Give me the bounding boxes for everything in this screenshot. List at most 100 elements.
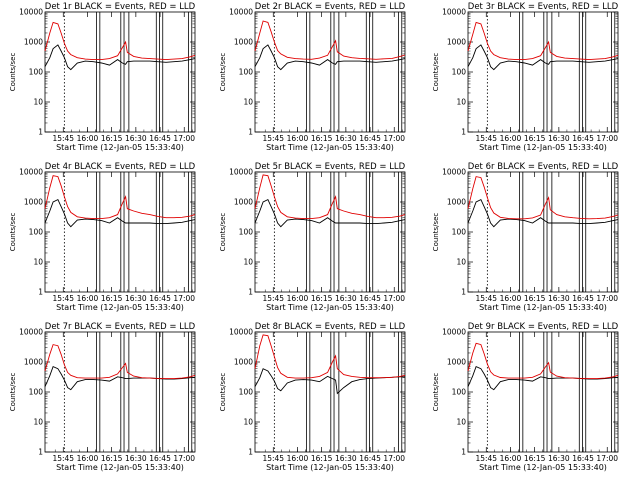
- y-axis-label: Counts/sec: [9, 53, 17, 92]
- lld-series-line: [44, 21, 196, 61]
- x-tick-label: 15:45: [52, 134, 74, 143]
- x-tick-label: 17:00: [596, 454, 618, 463]
- y-tick-label: 1000: [447, 38, 466, 47]
- x-axis-label: Start Time (12-Jan-05 15:33:40): [266, 303, 394, 312]
- x-tick-label: 16:15: [524, 134, 546, 143]
- y-tick-label: 1: [38, 128, 43, 137]
- y-tick-label: 10: [33, 418, 43, 427]
- y-tick-label: 100: [29, 68, 44, 77]
- y-tick-label: 10: [456, 258, 466, 267]
- panel-title: Det 1r BLACK = Events, RED = LLD: [45, 2, 196, 12]
- x-tick-label: 16:00: [500, 294, 522, 303]
- x-tick-label: 16:15: [101, 134, 123, 143]
- lld-series-line: [467, 176, 619, 220]
- x-tick-label: 15:45: [262, 454, 284, 463]
- plot-frame: [467, 171, 619, 293]
- x-axis-label: Start Time (12-Jan-05 15:33:40): [266, 463, 394, 472]
- x-tick-label: 16:45: [149, 294, 171, 303]
- y-axis-label: Counts/sec: [219, 373, 227, 412]
- plot-frame: [254, 331, 406, 453]
- x-tick-label: 15:45: [52, 294, 74, 303]
- y-axis-label: Counts/sec: [432, 213, 440, 252]
- x-tick-label: 16:15: [311, 294, 333, 303]
- x-axis-label: Start Time (12-Jan-05 15:33:40): [479, 143, 607, 152]
- panel-title: Det 8r BLACK = Events, RED = LLD: [255, 322, 406, 332]
- x-tick-label: 17:00: [383, 294, 405, 303]
- panel-det-3: Det 3r BLACK = Events, RED = LLD 1 10 100 10…: [432, 2, 619, 152]
- y-tick-label: 1000: [24, 198, 43, 207]
- x-tick-label: 17:00: [173, 454, 195, 463]
- y-tick-label: 100: [29, 228, 44, 237]
- y-tick-label: 1: [248, 288, 253, 297]
- x-tick-label: 16:30: [125, 134, 147, 143]
- x-tick-label: 16:30: [335, 134, 357, 143]
- x-tick-label: 15:45: [52, 454, 74, 463]
- y-tick-label: 100: [239, 68, 254, 77]
- x-tick-label: 17:00: [596, 134, 618, 143]
- x-tick-label: 16:15: [101, 454, 123, 463]
- x-tick-label: 16:15: [311, 134, 333, 143]
- y-tick-label: 1000: [24, 358, 43, 367]
- y-tick-label: 10000: [442, 8, 466, 17]
- panel-det-1: Det 1r BLACK = Events, RED = LLD 1 10 100 10…: [9, 2, 196, 152]
- x-tick-label: 16:30: [548, 134, 570, 143]
- y-tick-label: 100: [452, 228, 467, 237]
- x-tick-label: 16:45: [149, 454, 171, 463]
- x-tick-label: 16:45: [359, 454, 381, 463]
- x-tick-label: 17:00: [383, 134, 405, 143]
- x-tick-label: 16:45: [359, 134, 381, 143]
- y-tick-label: 10000: [229, 328, 253, 337]
- x-tick-label: 16:00: [77, 294, 99, 303]
- panel-title: Det 3r BLACK = Events, RED = LLD: [468, 2, 619, 12]
- x-tick-label: 16:00: [287, 454, 309, 463]
- panel-det-4: Det 4r BLACK = Events, RED = LLD 1 10 100 10…: [9, 162, 196, 312]
- plot-frame: [467, 331, 619, 453]
- lld-series-line: [254, 334, 406, 379]
- x-tick-label: 16:30: [335, 454, 357, 463]
- lld-series-line: [44, 175, 196, 220]
- plot-frame: [254, 171, 406, 293]
- y-tick-label: 1: [248, 448, 253, 457]
- y-tick-label: 10: [456, 98, 466, 107]
- y-tick-label: 100: [452, 388, 467, 397]
- y-tick-label: 100: [452, 68, 467, 77]
- x-tick-label: 16:30: [335, 294, 357, 303]
- events-series-line: [467, 198, 619, 228]
- panel-title: Det 5r BLACK = Events, RED = LLD: [255, 162, 406, 172]
- y-tick-label: 10000: [19, 168, 43, 177]
- y-axis-label: Counts/sec: [432, 373, 440, 412]
- lld-series-line: [254, 174, 406, 220]
- x-tick-label: 15:45: [475, 134, 497, 143]
- panel-title: Det 4r BLACK = Events, RED = LLD: [45, 162, 196, 172]
- x-tick-label: 15:45: [262, 134, 284, 143]
- panel-det-5: Det 5r BLACK = Events, RED = LLD 1 10 100 10…: [219, 162, 406, 312]
- panel-det-7: Det 7r BLACK = Events, RED = LLD 1 10 100 10…: [9, 322, 196, 472]
- events-series-line: [254, 44, 406, 71]
- x-tick-label: 16:45: [359, 294, 381, 303]
- x-tick-label: 16:45: [149, 134, 171, 143]
- events-series-line: [254, 368, 405, 395]
- x-axis-label: Start Time (12-Jan-05 15:33:40): [479, 463, 607, 472]
- x-tick-label: 16:00: [500, 454, 522, 463]
- x-axis-label: Start Time (12-Jan-05 15:33:40): [479, 303, 607, 312]
- panel-title: Det 7r BLACK = Events, RED = LLD: [45, 322, 196, 332]
- y-tick-label: 10000: [229, 8, 253, 17]
- x-tick-label: 16:00: [77, 134, 99, 143]
- y-axis-label: Counts/sec: [219, 53, 227, 92]
- y-tick-label: 100: [239, 228, 254, 237]
- y-tick-label: 100: [29, 388, 44, 397]
- y-tick-label: 100: [239, 388, 254, 397]
- events-series-line: [44, 198, 196, 228]
- x-tick-label: 17:00: [383, 454, 405, 463]
- y-axis-label: Counts/sec: [219, 213, 227, 252]
- x-tick-label: 15:45: [475, 294, 497, 303]
- x-tick-label: 16:45: [572, 134, 594, 143]
- panel-det-9: Det 9r BLACK = Events, RED = LLD 1 10 100 10…: [432, 322, 619, 472]
- x-tick-label: 17:00: [173, 294, 195, 303]
- y-tick-label: 1: [38, 448, 43, 457]
- plot-frame: [254, 11, 406, 133]
- lld-series-line: [467, 342, 619, 380]
- x-tick-label: 16:00: [500, 134, 522, 143]
- y-axis-label: Counts/sec: [9, 373, 17, 412]
